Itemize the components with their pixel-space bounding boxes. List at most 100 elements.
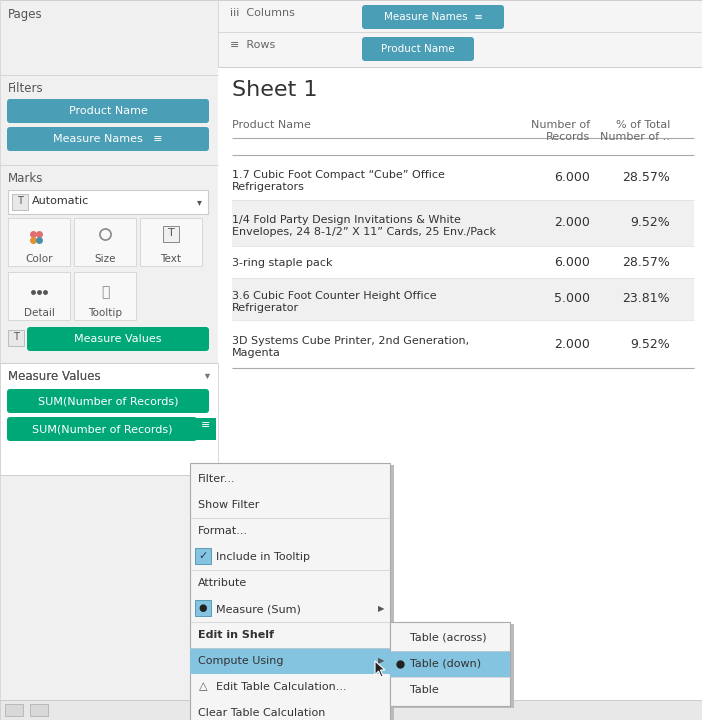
Text: Magenta: Magenta xyxy=(232,348,281,358)
Text: Edit in Shelf: Edit in Shelf xyxy=(198,630,274,640)
Bar xyxy=(8,190,208,214)
Text: Tooltip: Tooltip xyxy=(88,308,122,318)
Text: Text: Text xyxy=(161,254,182,264)
Text: ▾: ▾ xyxy=(205,370,210,380)
Bar xyxy=(8,218,70,266)
Text: % of Total
Number of ..: % of Total Number of .. xyxy=(600,120,670,142)
Bar xyxy=(30,704,48,716)
Text: 6.000: 6.000 xyxy=(554,256,590,269)
Text: Edit Table Calculation...: Edit Table Calculation... xyxy=(216,682,347,692)
Text: Measure (Sum): Measure (Sum) xyxy=(216,604,301,614)
FancyBboxPatch shape xyxy=(27,327,209,351)
Text: Measure Names  ≡: Measure Names ≡ xyxy=(383,12,482,22)
Text: T: T xyxy=(13,332,19,342)
Text: 1.7 Cubic Foot Compact “Cube” Office: 1.7 Cubic Foot Compact “Cube” Office xyxy=(232,169,445,179)
Text: Table (across): Table (across) xyxy=(410,633,486,643)
Text: Color: Color xyxy=(25,254,53,264)
Text: Product Name: Product Name xyxy=(69,106,147,116)
Text: 6.000: 6.000 xyxy=(554,171,590,184)
Bar xyxy=(390,622,510,706)
Text: △: △ xyxy=(199,681,207,691)
Bar xyxy=(190,648,390,674)
Text: Include in Tooltip: Include in Tooltip xyxy=(216,552,310,562)
Text: Compute Using: Compute Using xyxy=(198,656,284,666)
Text: 28.57%: 28.57% xyxy=(622,256,670,269)
Text: ⬜: ⬜ xyxy=(101,285,110,299)
Text: Sheet 1: Sheet 1 xyxy=(232,80,317,100)
Bar xyxy=(5,704,23,716)
FancyBboxPatch shape xyxy=(7,417,197,441)
Text: T: T xyxy=(168,228,174,238)
Text: 5.000: 5.000 xyxy=(554,292,590,305)
Text: iii  Columns: iii Columns xyxy=(230,8,295,18)
Text: Format...: Format... xyxy=(198,526,248,536)
Text: ▾: ▾ xyxy=(205,370,210,380)
Text: Refrigerators: Refrigerators xyxy=(232,181,305,192)
Bar xyxy=(218,0,702,720)
Bar xyxy=(232,200,694,246)
Text: ▶: ▶ xyxy=(378,605,384,613)
Text: 3.6 Cubic Foot Counter Height Office: 3.6 Cubic Foot Counter Height Office xyxy=(232,291,437,301)
Text: Filter...: Filter... xyxy=(198,474,236,484)
Text: Automatic: Automatic xyxy=(32,196,89,206)
FancyBboxPatch shape xyxy=(362,5,504,29)
Text: ▾: ▾ xyxy=(197,197,202,207)
Bar xyxy=(8,272,70,320)
Text: 3D Systems Cube Printer, 2nd Generation,: 3D Systems Cube Printer, 2nd Generation, xyxy=(232,336,469,346)
Bar xyxy=(12,194,28,210)
Text: ≡: ≡ xyxy=(201,420,211,430)
Text: Pages: Pages xyxy=(8,8,43,21)
Text: Measure Names   ≡: Measure Names ≡ xyxy=(53,134,163,144)
FancyBboxPatch shape xyxy=(7,99,209,123)
Text: 28.57%: 28.57% xyxy=(622,171,670,184)
Text: Detail: Detail xyxy=(24,308,55,318)
Bar xyxy=(190,463,390,720)
Text: 2.000: 2.000 xyxy=(554,217,590,230)
Bar xyxy=(196,418,216,440)
Text: ≡  Rows: ≡ Rows xyxy=(230,40,275,50)
Bar xyxy=(140,218,202,266)
Text: Number of
Records: Number of Records xyxy=(531,120,590,142)
Bar xyxy=(232,278,694,320)
Text: Attribute: Attribute xyxy=(198,578,247,588)
Bar xyxy=(195,600,211,616)
Bar xyxy=(192,465,394,720)
Bar xyxy=(390,651,510,677)
Text: Show Filter: Show Filter xyxy=(198,500,259,510)
Bar xyxy=(163,226,179,242)
Text: Envelopes, 24 8-1/2” X 11” Cards, 25 Env./Pack: Envelopes, 24 8-1/2” X 11” Cards, 25 Env… xyxy=(232,227,496,237)
Text: ●: ● xyxy=(199,603,207,613)
Text: SUM(Number of Records): SUM(Number of Records) xyxy=(32,424,172,434)
Text: Size: Size xyxy=(94,254,116,264)
Bar xyxy=(8,330,24,346)
Text: Table (down): Table (down) xyxy=(410,659,481,669)
Text: 3-ring staple pack: 3-ring staple pack xyxy=(232,258,333,268)
FancyBboxPatch shape xyxy=(7,127,209,151)
Text: SUM(Number of Records): SUM(Number of Records) xyxy=(38,396,178,406)
FancyBboxPatch shape xyxy=(362,37,474,61)
Polygon shape xyxy=(375,661,385,677)
Bar xyxy=(74,272,136,320)
Text: 9.52%: 9.52% xyxy=(630,217,670,230)
Text: Filters: Filters xyxy=(8,82,44,95)
Text: Marks: Marks xyxy=(8,172,44,185)
Bar xyxy=(392,624,514,708)
Bar xyxy=(195,548,211,564)
Text: 2.000: 2.000 xyxy=(554,338,590,351)
Bar xyxy=(74,218,136,266)
Bar xyxy=(0,0,218,720)
Text: 1/4 Fold Party Design Invitations & White: 1/4 Fold Party Design Invitations & Whit… xyxy=(232,215,461,225)
FancyBboxPatch shape xyxy=(7,389,209,413)
Text: 23.81%: 23.81% xyxy=(623,292,670,305)
Text: Product Name: Product Name xyxy=(232,120,311,130)
Text: 9.52%: 9.52% xyxy=(630,338,670,351)
Text: ✓: ✓ xyxy=(198,551,208,561)
Text: Clear Table Calculation: Clear Table Calculation xyxy=(198,708,325,718)
Text: Measure Values: Measure Values xyxy=(8,370,100,383)
Bar xyxy=(0,363,218,475)
Text: T: T xyxy=(17,196,23,206)
Bar xyxy=(218,0,702,67)
Bar xyxy=(0,700,702,720)
Text: Table: Table xyxy=(410,685,439,695)
Text: Product Name: Product Name xyxy=(381,44,455,54)
